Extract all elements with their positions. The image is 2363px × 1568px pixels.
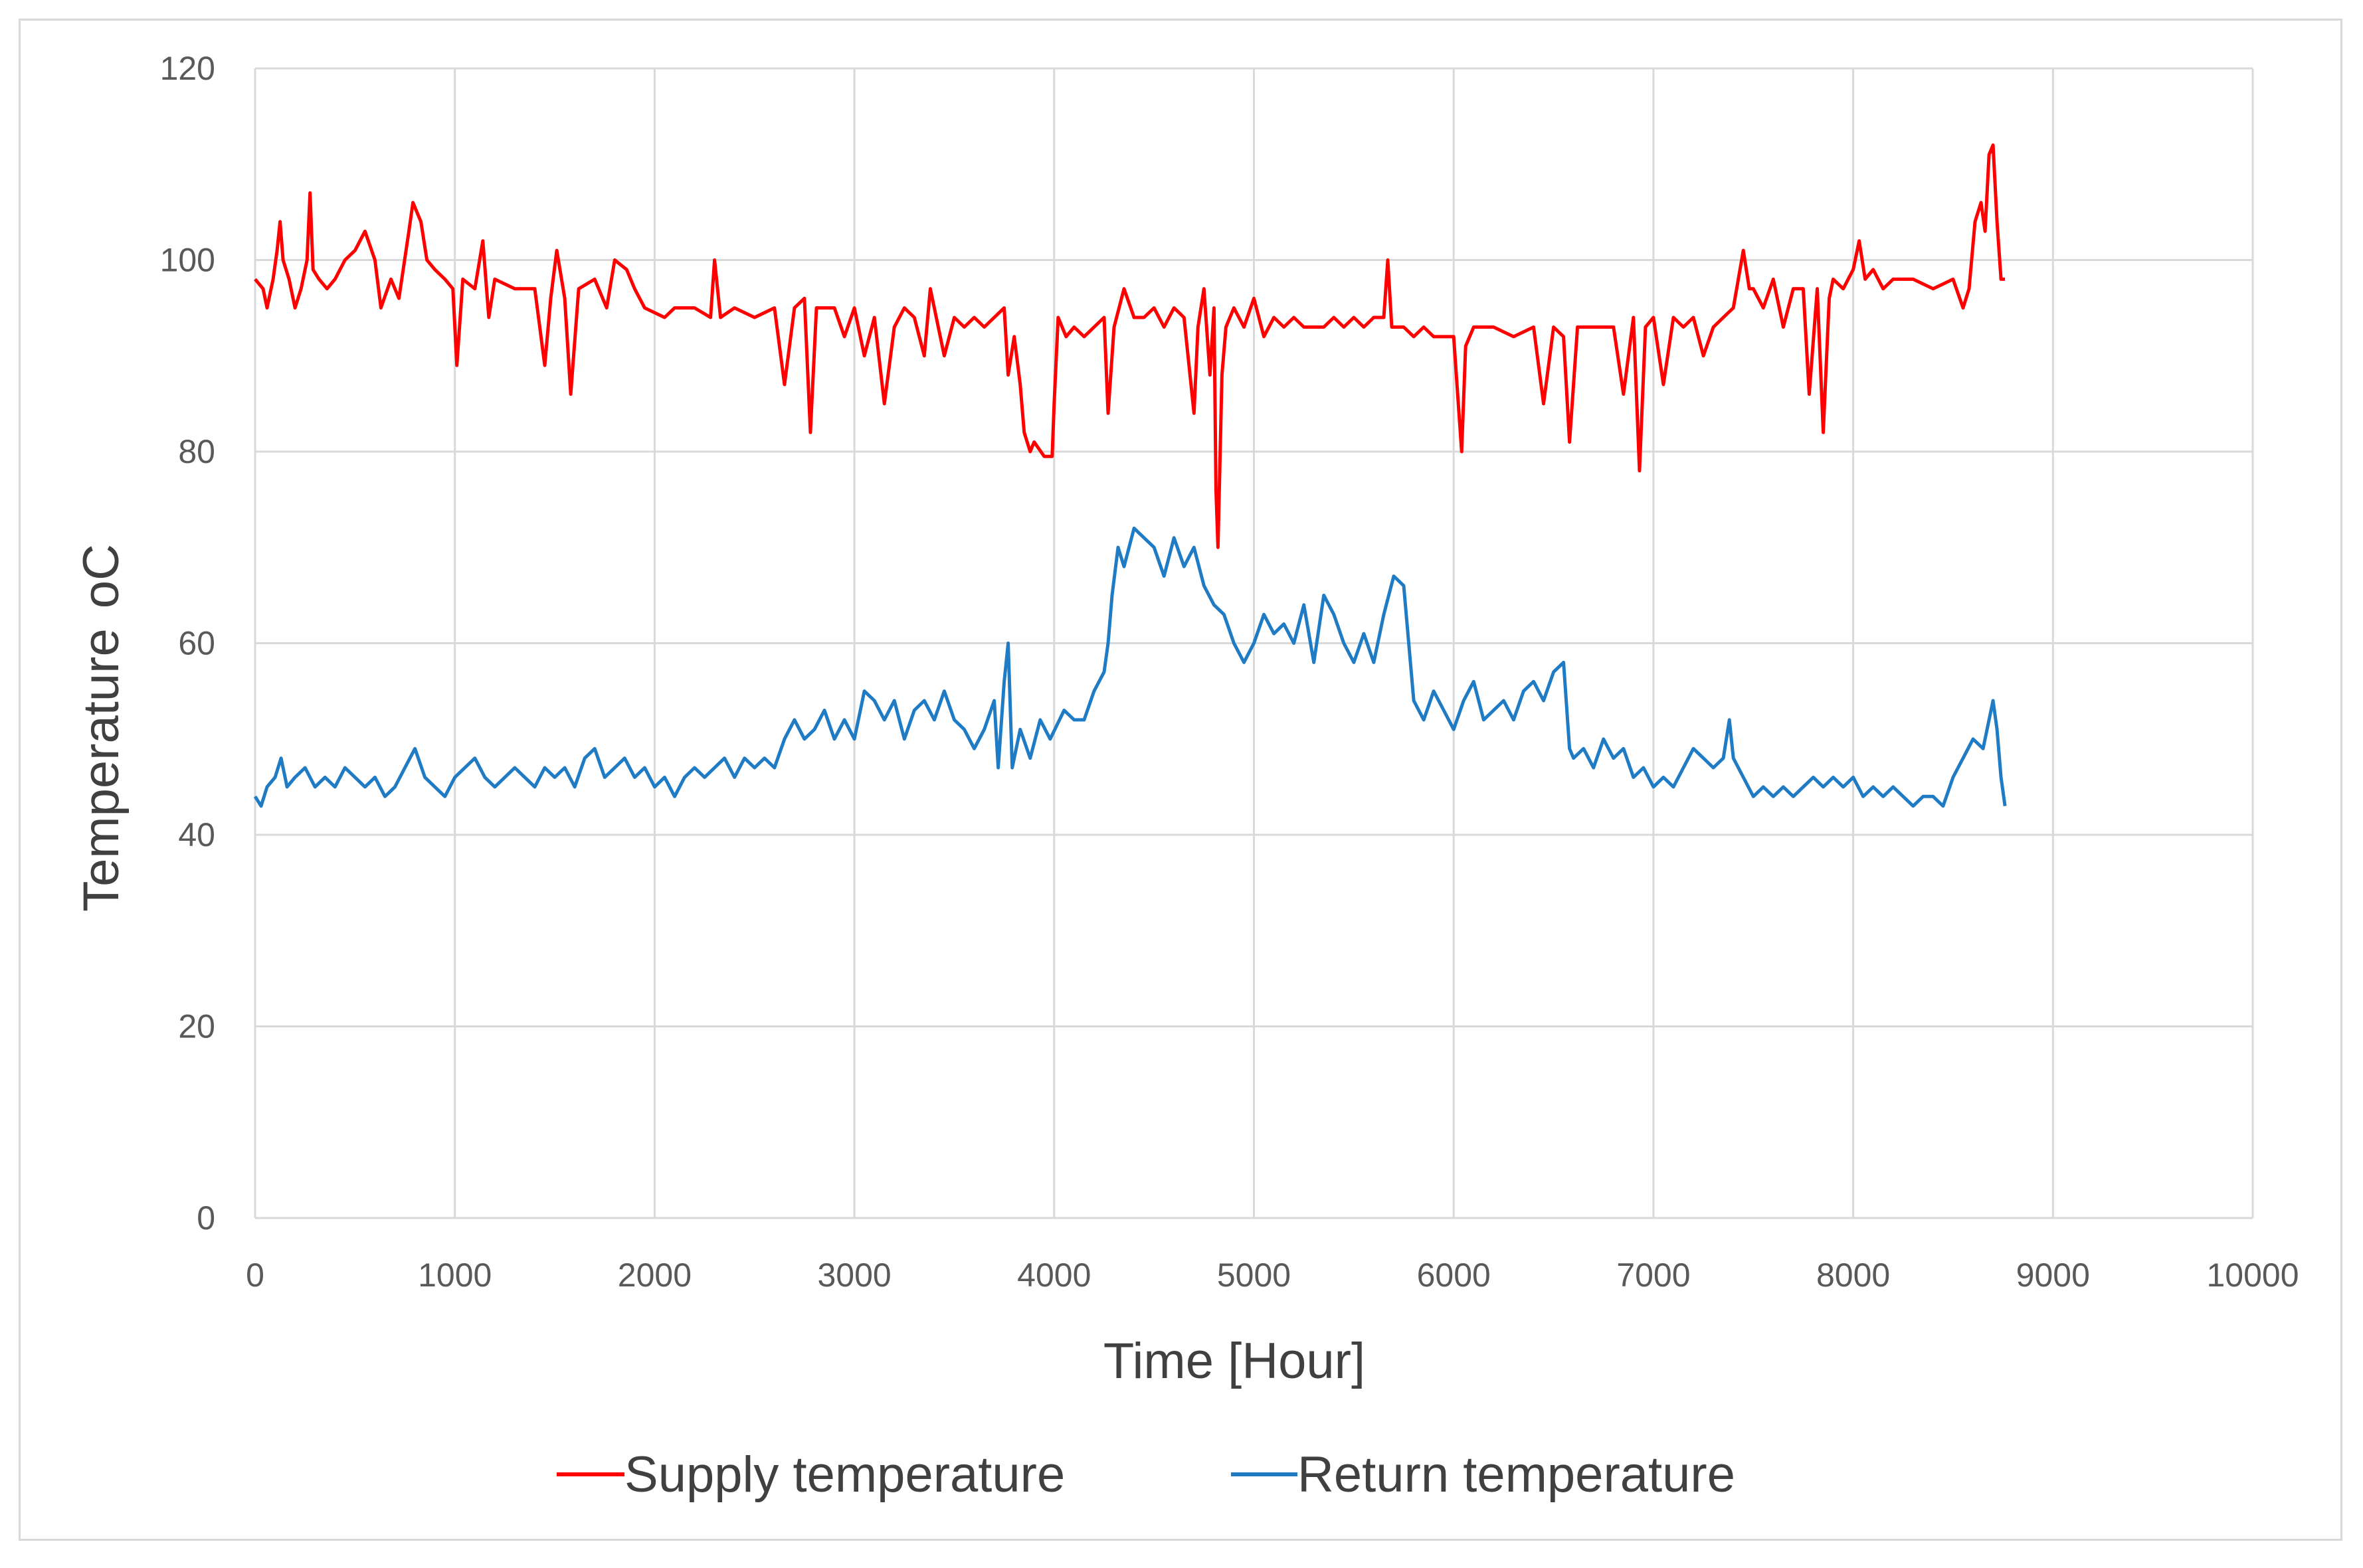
y-axis-unit: oC	[73, 544, 130, 608]
series-line-return	[253, 526, 2007, 808]
y-tick-label: 100	[160, 242, 215, 279]
x-tick-label: 6000	[1417, 1257, 1491, 1294]
x-axis-title: Time [Hour]	[1103, 1333, 1365, 1389]
chart-frame	[19, 19, 2342, 1541]
x-tick-label: 1000	[418, 1257, 492, 1294]
y-tick-labels: 0 20 40 60 80 100 120	[160, 50, 215, 1237]
gridlines	[254, 67, 2254, 1219]
x-tick-label: 7000	[1616, 1257, 1690, 1294]
x-tick-labels: 0 1000 2000 3000 4000 5000 6000 7000 8000 9000 100…	[246, 1257, 2299, 1294]
y-tick-label: 0	[197, 1199, 215, 1237]
x-tick-label: 9000	[2016, 1257, 2090, 1294]
y-axis-title: Temperature oC	[73, 544, 130, 912]
x-tick-label: 2000	[618, 1257, 692, 1294]
x-tick-label: 0	[246, 1257, 264, 1294]
legend-label-return: Return temperature	[1297, 1446, 1735, 1503]
x-tick-label: 4000	[1017, 1257, 1091, 1294]
series-line-supply	[254, 143, 2006, 549]
x-tick-label: 10000	[2206, 1257, 2299, 1294]
y-tick-label: 80	[178, 433, 215, 470]
x-tick-label: 3000	[817, 1257, 891, 1294]
x-tick-label: 8000	[1816, 1257, 1890, 1294]
y-tick-label: 20	[178, 1008, 215, 1045]
series-layer	[253, 143, 2007, 808]
legend-label-supply: Supply temperature	[624, 1446, 1065, 1503]
y-tick-label: 120	[160, 50, 215, 87]
y-tick-label: 40	[178, 816, 215, 853]
y-axis-title-text: Temperature	[73, 628, 130, 912]
y-tick-label: 60	[178, 625, 215, 662]
legend: Supply temperature Return temperature	[557, 1446, 1735, 1503]
x-tick-label: 5000	[1217, 1257, 1291, 1294]
